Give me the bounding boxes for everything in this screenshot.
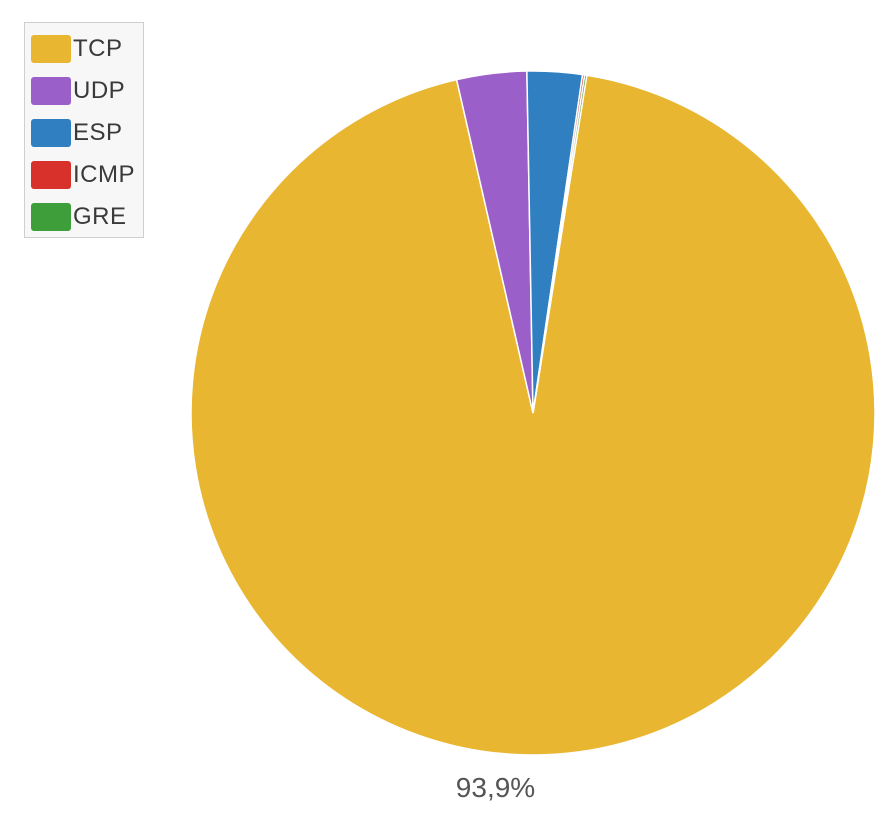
legend-swatch-icmp	[31, 161, 71, 189]
legend-swatch-esp	[31, 119, 71, 147]
legend-label-esp: ESP	[73, 119, 123, 146]
pie-slice-tcp[interactable]	[190, 74, 876, 756]
legend-swatch-gre	[31, 203, 71, 231]
legend-label-udp: UDP	[73, 77, 126, 104]
legend-item-udp[interactable]: UDP	[31, 73, 125, 109]
chart-legend: TCP UDP ESP ICMP GRE	[24, 22, 144, 238]
legend-label-tcp: TCP	[73, 35, 123, 62]
legend-label-icmp: ICMP	[73, 161, 135, 188]
legend-item-esp[interactable]: ESP	[31, 115, 123, 151]
pie-slice-gre[interactable]	[532, 74, 588, 414]
data-label-tcp: 93,9%	[456, 772, 535, 803]
legend-item-gre[interactable]: GRE	[31, 199, 127, 235]
legend-item-tcp[interactable]: TCP	[31, 31, 123, 67]
legend-swatch-udp	[31, 77, 71, 105]
legend-item-icmp[interactable]: ICMP	[31, 157, 135, 193]
legend-label-gre: GRE	[73, 203, 127, 230]
legend-swatch-tcp	[31, 35, 71, 63]
